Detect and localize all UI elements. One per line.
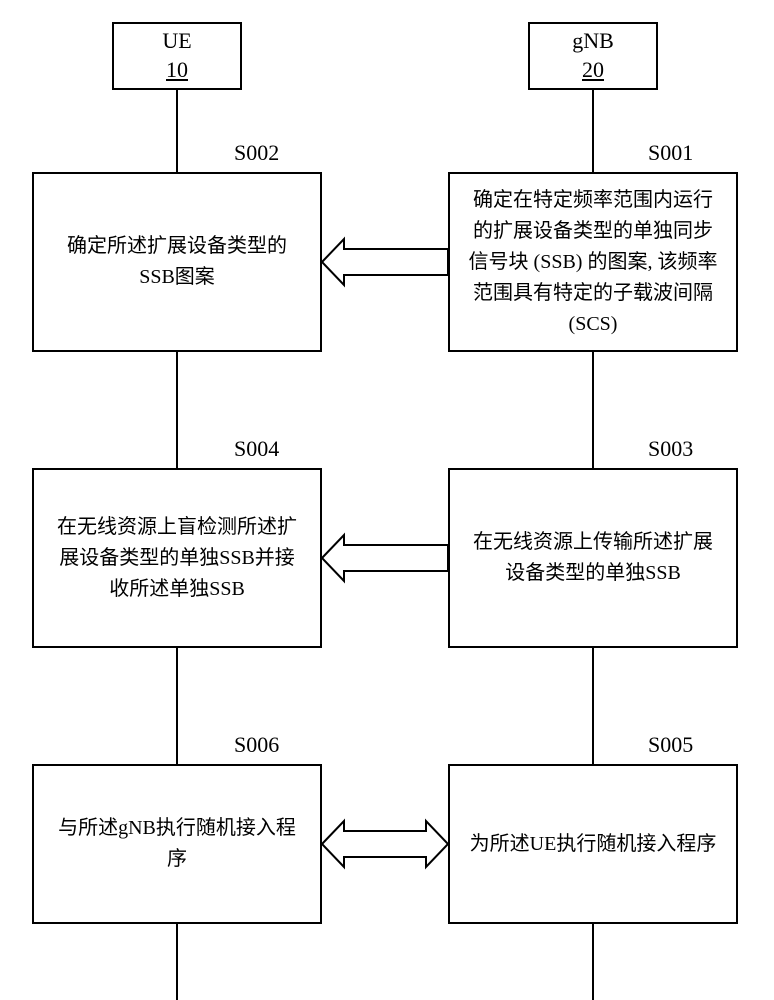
step-box-s005: 为所述UE执行随机接入程序 xyxy=(448,764,738,924)
lane-title: UE xyxy=(162,27,191,56)
lane-title: gNB xyxy=(572,27,614,56)
step-label-s005: S005 xyxy=(648,732,693,758)
step-box-s006: 与所述gNB执行随机接入程序 xyxy=(32,764,322,924)
left-arrow-icon xyxy=(320,531,450,585)
step-box-s001: 确定在特定频率范围内运行的扩展设备类型的单独同步信号块 (SSB) 的图案, 该… xyxy=(448,172,738,352)
connector-vline xyxy=(176,90,178,172)
connector-vline xyxy=(176,648,178,764)
left-arrow-icon xyxy=(320,235,450,289)
step-box-s003: 在无线资源上传输所述扩展设备类型的单独SSB xyxy=(448,468,738,648)
step-text: 在无线资源上盲检测所述扩展设备类型的单独SSB并接收所述单独SSB xyxy=(50,512,304,605)
step-text: 为所述UE执行随机接入程序 xyxy=(470,829,717,860)
step-box-s002: 确定所述扩展设备类型的SSB图案 xyxy=(32,172,322,352)
step-label-s002: S002 xyxy=(234,140,279,166)
connector-vline xyxy=(592,90,594,172)
double-arrow-icon xyxy=(320,817,450,871)
step-text: 与所述gNB执行随机接入程序 xyxy=(50,813,304,875)
step-text: 在无线资源上传输所述扩展设备类型的单独SSB xyxy=(466,527,720,589)
connector-vline xyxy=(176,352,178,468)
connector-vline xyxy=(592,648,594,764)
connector-vline xyxy=(592,924,594,1000)
lane-header-gnb: gNB20 xyxy=(528,22,658,90)
step-text: 确定所述扩展设备类型的SSB图案 xyxy=(50,231,304,293)
step-label-s003: S003 xyxy=(648,436,693,462)
lane-sub: 20 xyxy=(582,56,604,85)
step-label-s006: S006 xyxy=(234,732,279,758)
lane-sub: 10 xyxy=(166,56,188,85)
step-box-s004: 在无线资源上盲检测所述扩展设备类型的单独SSB并接收所述单独SSB xyxy=(32,468,322,648)
lane-header-ue: UE10 xyxy=(112,22,242,90)
step-label-s001: S001 xyxy=(648,140,693,166)
connector-vline xyxy=(592,352,594,468)
step-text: 确定在特定频率范围内运行的扩展设备类型的单独同步信号块 (SSB) 的图案, 该… xyxy=(466,185,720,340)
connector-vline xyxy=(176,924,178,1000)
step-label-s004: S004 xyxy=(234,436,279,462)
